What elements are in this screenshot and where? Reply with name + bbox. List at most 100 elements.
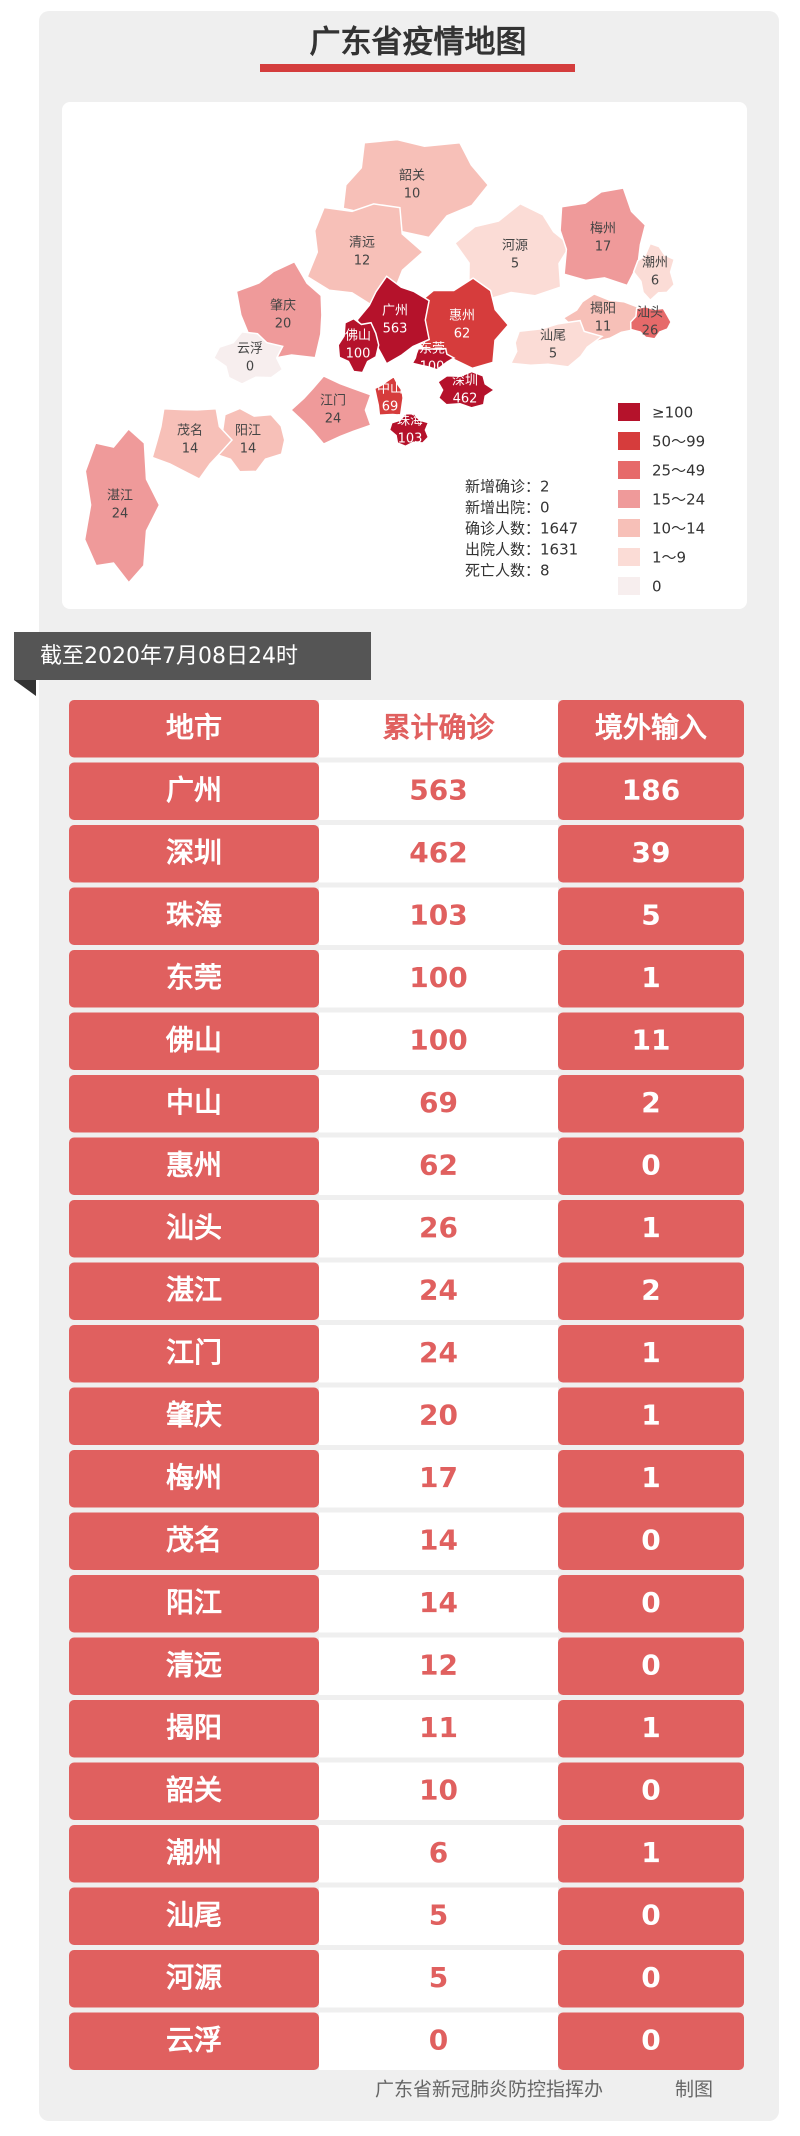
region-value: 20 — [275, 317, 292, 332]
table-text: 20 — [419, 1398, 458, 1431]
table-cell — [69, 1950, 319, 2008]
table-text: 0 — [641, 1961, 660, 1994]
table-header: 境外输入 — [595, 711, 707, 744]
table-cell — [558, 762, 744, 820]
table-cell — [319, 1575, 558, 1633]
table-text: 563 — [409, 773, 467, 806]
table-text: 2 — [641, 1086, 660, 1119]
region-value: 12 — [354, 254, 371, 269]
region-name: 清远 — [349, 236, 375, 251]
table-text: 11 — [419, 1711, 458, 1744]
region-name: 汕尾 — [540, 329, 566, 344]
table-cell — [558, 825, 744, 883]
region-value: 0 — [246, 360, 254, 375]
region-name: 汕头 — [637, 306, 663, 321]
table-text: 12 — [419, 1648, 458, 1681]
table-cell — [558, 1825, 744, 1883]
table-cell — [319, 1887, 558, 1945]
table-cell — [558, 1950, 744, 2008]
table-text: 广州 — [166, 773, 222, 806]
table-text: 24 — [419, 1273, 458, 1306]
table-cell — [69, 825, 319, 883]
table-cell — [319, 1387, 558, 1445]
legend-label: 25～49 — [652, 462, 705, 480]
table-text: 1 — [641, 1336, 660, 1369]
legend-swatch — [618, 403, 640, 421]
legend-label: 50～99 — [652, 433, 705, 451]
stat: 新增确诊：2 — [465, 478, 550, 496]
table-text: 0 — [429, 2023, 448, 2056]
table-header: 地市 — [166, 711, 222, 744]
stat: 新增出院：0 — [465, 499, 550, 517]
table-text: 1 — [641, 1211, 660, 1244]
table-text: 中山 — [166, 1086, 222, 1119]
table-text: 河源 — [166, 1961, 222, 1994]
legend-swatch — [618, 548, 640, 566]
region-name: 深圳 — [452, 374, 478, 389]
region-name: 珠海 — [397, 414, 423, 429]
table-cell — [319, 2012, 558, 2070]
region-value: 24 — [325, 412, 342, 427]
table-text: 0 — [641, 1586, 660, 1619]
title-underline — [260, 64, 575, 72]
table-cell — [319, 1825, 558, 1883]
table-cell — [319, 1762, 558, 1820]
region-name: 云浮 — [237, 342, 263, 357]
table-text: 0 — [641, 1898, 660, 1931]
table-cell — [558, 1887, 744, 1945]
table-text: 深圳 — [166, 836, 222, 869]
table-cell — [69, 2012, 319, 2070]
table-cell — [319, 1325, 558, 1383]
table-text: 62 — [419, 1148, 458, 1181]
table-cell — [319, 1137, 558, 1195]
region-value: 62 — [454, 327, 471, 342]
table-cell — [319, 1512, 558, 1570]
table-text: 1 — [641, 1398, 660, 1431]
table-text: 清远 — [166, 1648, 222, 1681]
table-cell — [69, 887, 319, 945]
region-value: 14 — [240, 442, 257, 457]
table-cell — [319, 762, 558, 820]
table-cell — [319, 700, 558, 758]
table-cell — [319, 1700, 558, 1758]
table-text: 39 — [632, 836, 671, 869]
table-cell — [558, 1262, 744, 1320]
table-text: 东莞 — [166, 961, 222, 994]
legend-swatch — [618, 461, 640, 479]
table-cell — [558, 2012, 744, 2070]
table-cell — [69, 1200, 319, 1258]
table-text: 潮州 — [166, 1836, 222, 1869]
map-region — [509, 319, 604, 368]
stat: 确诊人数：1647 — [465, 520, 578, 538]
table-text: 462 — [409, 836, 467, 869]
title: 广东省疫情地图 — [310, 25, 527, 61]
region-name: 阳江 — [235, 424, 261, 439]
table-cell — [69, 950, 319, 1008]
table-cell — [69, 1637, 319, 1695]
table-cell — [69, 1575, 319, 1633]
table-text: 14 — [419, 1523, 458, 1556]
table-header: 累计确诊 — [382, 711, 495, 744]
region-value: 103 — [398, 432, 423, 447]
legend-label: 10～14 — [652, 520, 705, 538]
table-text: 惠州 — [166, 1148, 222, 1181]
region-name: 肇庆 — [270, 299, 296, 314]
footer-org: 广东省新冠肺炎防控指挥办 — [375, 2079, 603, 2101]
table-text: 阳江 — [166, 1586, 222, 1619]
region-name: 韶关 — [399, 168, 425, 184]
table-text: 0 — [641, 1648, 660, 1681]
region-name: 河源 — [502, 239, 528, 254]
table-text: 1 — [641, 1461, 660, 1494]
region-value: 5 — [549, 347, 557, 362]
table-text: 0 — [641, 2023, 660, 2056]
table-cell — [319, 825, 558, 883]
table-cell — [319, 1637, 558, 1695]
map-region — [388, 412, 430, 448]
region-value: 69 — [382, 400, 399, 415]
table-cell — [69, 1887, 319, 1945]
stat: 出院人数：1631 — [465, 541, 578, 559]
table-cell — [558, 1637, 744, 1695]
table-cell — [69, 1262, 319, 1320]
table-cell — [558, 1387, 744, 1445]
